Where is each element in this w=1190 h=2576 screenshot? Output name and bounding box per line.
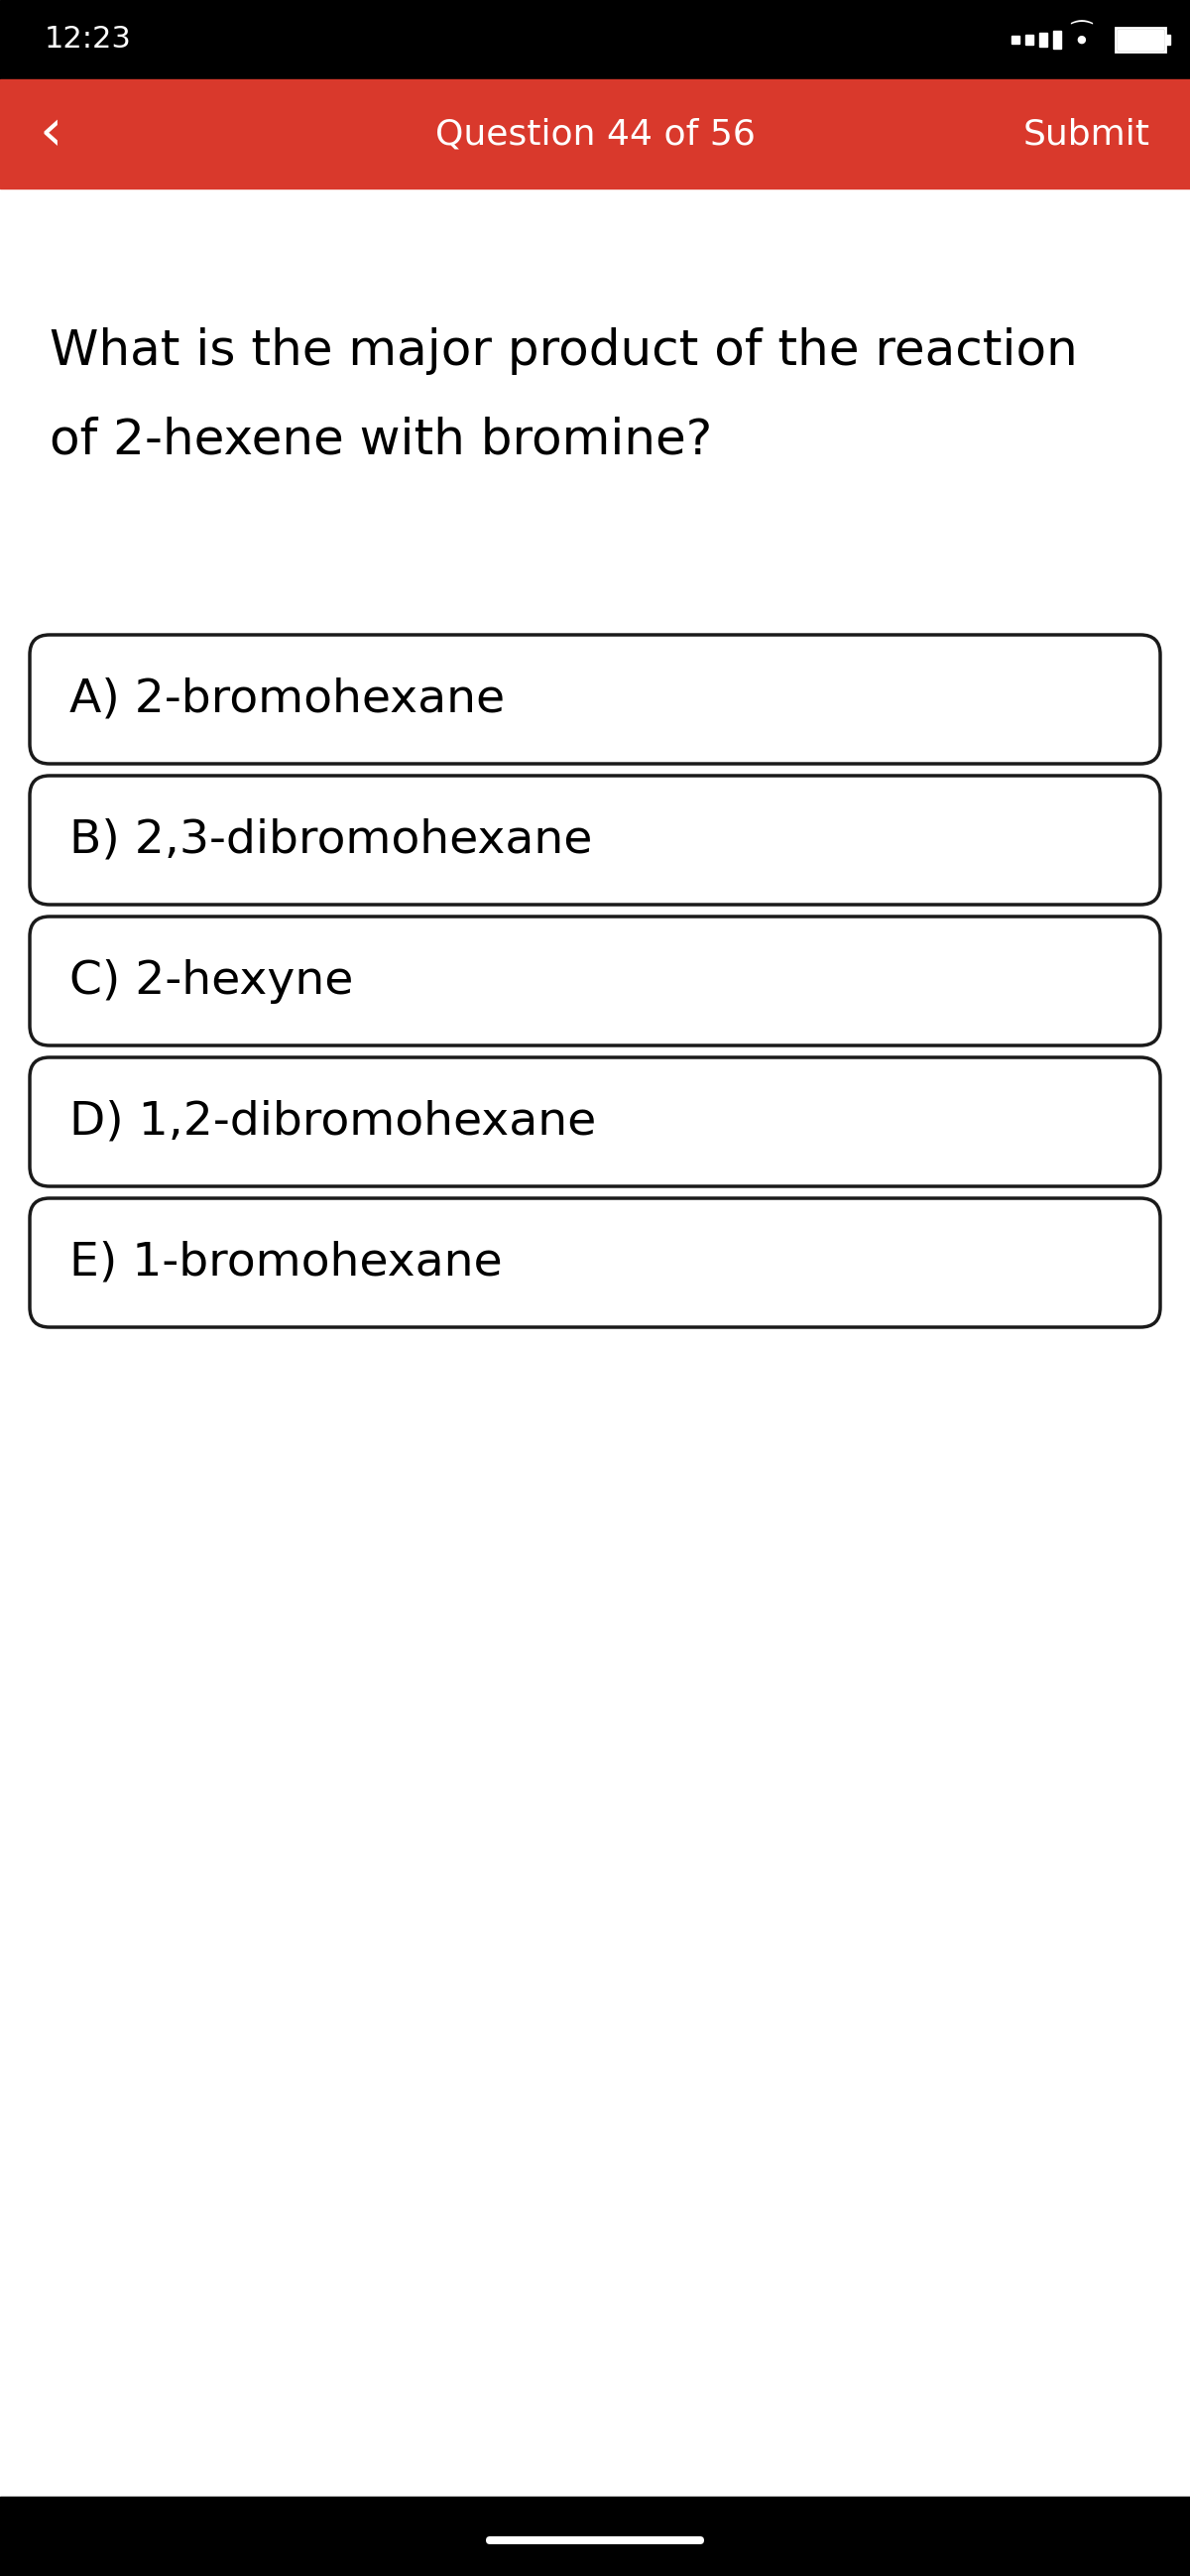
Text: 12:23: 12:23 (45, 26, 132, 54)
Text: of 2-hexene with bromine?: of 2-hexene with bromine? (50, 417, 713, 464)
FancyBboxPatch shape (30, 775, 1160, 904)
Text: ⁀: ⁀ (1071, 23, 1091, 46)
Bar (1165, 36, 1170, 44)
Bar (1039, 33, 1047, 46)
Bar (1117, 31, 1164, 49)
Text: A) 2-bromohexane: A) 2-bromohexane (69, 677, 505, 721)
Text: B) 2,3-dibromohexane: B) 2,3-dibromohexane (69, 817, 593, 863)
Text: ‹: ‹ (39, 106, 63, 162)
Text: C) 2-hexyne: C) 2-hexyne (69, 958, 353, 1002)
FancyBboxPatch shape (486, 2537, 704, 2545)
Bar (0, 80, 1190, 188)
Text: Submit: Submit (1023, 116, 1151, 152)
FancyBboxPatch shape (30, 1198, 1160, 1327)
FancyBboxPatch shape (30, 634, 1160, 762)
FancyBboxPatch shape (30, 1056, 1160, 1188)
Bar (1116, 28, 1165, 52)
Bar (1026, 33, 1033, 44)
Text: E) 1-bromohexane: E) 1-bromohexane (69, 1242, 502, 1285)
Text: Question 44 of 56: Question 44 of 56 (434, 116, 756, 152)
FancyBboxPatch shape (30, 917, 1160, 1046)
Bar (0, 2496, 1190, 2576)
Bar (1053, 31, 1061, 49)
Text: What is the major product of the reaction: What is the major product of the reactio… (50, 327, 1078, 376)
Text: ●: ● (1076, 33, 1085, 44)
Text: D) 1,2-dibromohexane: D) 1,2-dibromohexane (69, 1100, 596, 1144)
Bar (1012, 36, 1020, 44)
Bar (0, 0, 1190, 80)
